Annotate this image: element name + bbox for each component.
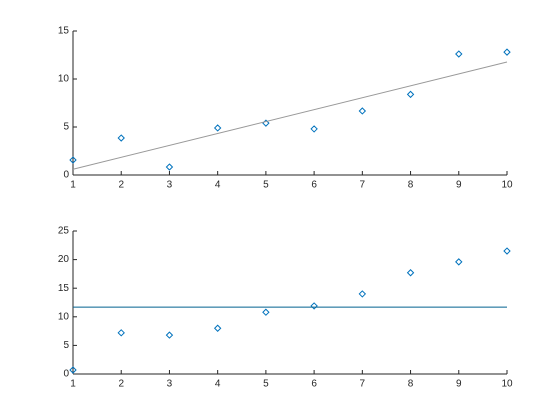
data-point xyxy=(165,331,174,339)
data-point xyxy=(406,90,415,99)
data-point xyxy=(262,308,270,316)
y-tick-label: 15 xyxy=(58,26,70,37)
x-tick-label: 7 xyxy=(360,180,366,191)
data-point xyxy=(406,269,415,277)
data-point xyxy=(213,124,222,132)
data-point xyxy=(213,324,222,332)
x-tick-label: 1 xyxy=(70,180,76,191)
x-tick-label: 6 xyxy=(311,379,317,390)
y-tick-label: 10 xyxy=(58,311,70,322)
data-point xyxy=(117,329,125,337)
y-tick-label: 5 xyxy=(63,340,69,351)
y-tick-label: 25 xyxy=(58,226,70,237)
data-point xyxy=(358,290,367,298)
x-tick-label: 3 xyxy=(167,180,173,191)
y-tick-label: 5 xyxy=(63,122,69,133)
y-tick-label: 15 xyxy=(58,283,70,294)
x-tick-label: 8 xyxy=(408,379,414,390)
x-tick-label: 7 xyxy=(360,379,366,390)
y-tick-label: 0 xyxy=(63,170,69,181)
x-tick-label: 2 xyxy=(118,180,124,191)
data-point xyxy=(455,258,463,266)
data-point xyxy=(503,48,511,56)
x-tick-label: 10 xyxy=(501,180,513,191)
x-tick-label: 4 xyxy=(215,379,221,390)
data-point xyxy=(117,134,125,142)
y-tick-label: 20 xyxy=(58,254,70,265)
x-tick-label: 5 xyxy=(263,180,269,191)
x-tick-label: 10 xyxy=(501,379,513,390)
fit-line xyxy=(72,61,508,170)
x-tick-label: 3 xyxy=(167,379,173,390)
y-tick-label: 10 xyxy=(58,74,70,85)
data-point xyxy=(69,366,77,374)
data-point xyxy=(69,156,77,164)
data-point xyxy=(503,247,511,255)
data-point xyxy=(310,302,318,310)
x-tick-label: 4 xyxy=(215,180,221,191)
data-point xyxy=(455,50,463,58)
y-tick-label: 0 xyxy=(63,369,69,380)
x-tick-label: 9 xyxy=(456,180,462,191)
x-tick-label: 5 xyxy=(263,379,269,390)
x-tick-label: 1 xyxy=(70,379,76,390)
x-tick-label: 2 xyxy=(118,379,124,390)
x-tick-label: 8 xyxy=(408,180,414,191)
x-tick-label: 6 xyxy=(311,180,317,191)
data-point xyxy=(310,125,318,133)
data-point xyxy=(358,107,367,115)
x-tick-label: 9 xyxy=(456,379,462,390)
data-point xyxy=(165,163,174,171)
